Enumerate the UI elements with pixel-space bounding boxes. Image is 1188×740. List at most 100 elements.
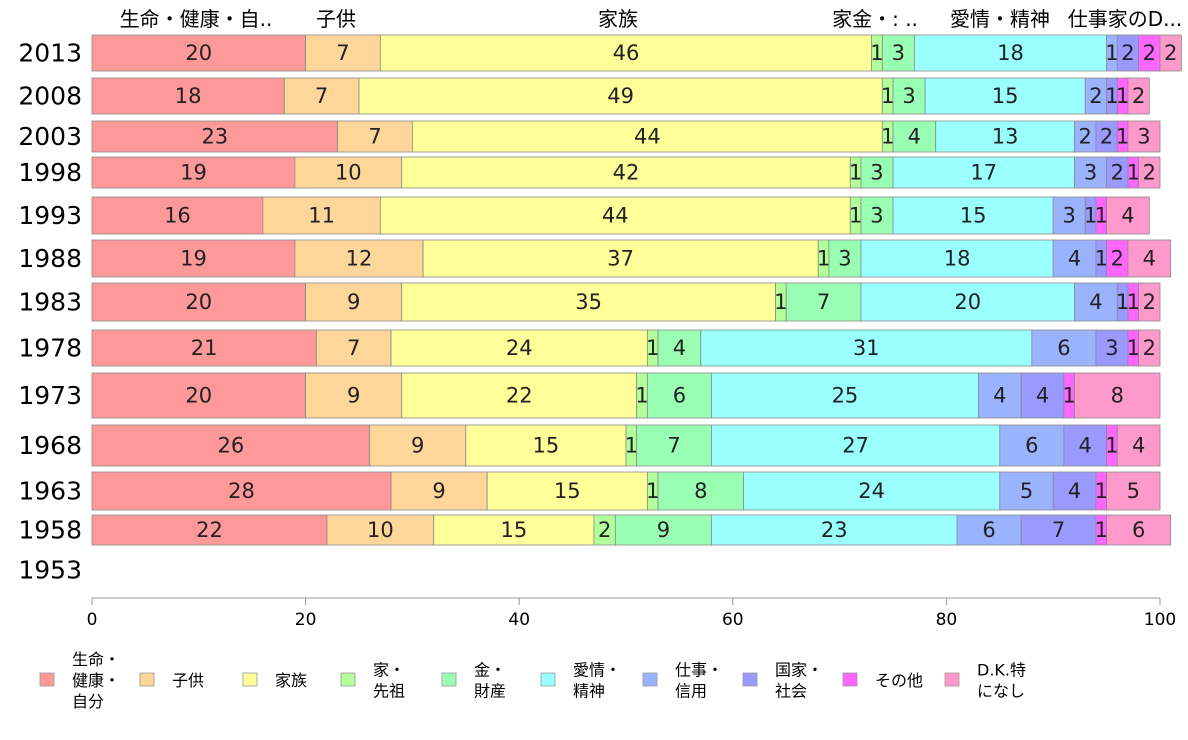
bar-segment [91,424,371,467]
bar-segment [294,239,424,278]
bar-segment [390,471,488,511]
data-label: 9 [432,479,445,503]
y-tick-label: 1978 [18,334,82,363]
legend-label-line: 愛情・ [573,660,621,679]
data-label: 15 [533,434,560,458]
data-label: 3 [1137,125,1150,149]
legend-swatch [441,672,457,687]
y-tick-label: 1998 [18,158,82,187]
data-label: 3 [902,84,915,108]
data-label: 4 [908,125,921,149]
data-label: 7 [347,336,360,360]
data-label: 31 [853,336,880,360]
legend-label-line: 家・ [373,660,405,679]
data-label: 4 [673,336,686,360]
bar-segment [860,239,1054,278]
bar-segment [262,196,381,235]
legend-label-line: 健康・ [72,671,120,690]
legend-label-line: 金・ [474,660,506,679]
bars-group: 20 7 46 1 3 18 1 2 2 218 7 49 1 3 15 2 11 223 7 44 1 4 13 2 2 1 31… [91,34,1182,546]
data-label: 8 [1111,384,1124,408]
bar-segment [711,514,958,546]
legend-swatch [742,672,758,687]
legend-swatch [242,672,258,687]
data-label: 10 [335,161,362,185]
data-label: 9 [657,518,670,542]
legend-swatch [139,672,155,687]
data-label: 1 [1084,204,1097,228]
legend-label: D.K.特になし [977,660,1026,700]
bar-segment [657,329,702,367]
data-label: 13 [992,125,1019,149]
y-tick-label: 1968 [18,431,82,460]
data-label: 1 [849,161,862,185]
bar-segment [1074,372,1161,419]
data-label: 1 [849,204,862,228]
bar-segment [614,514,712,546]
bar-segment [91,77,285,115]
data-label: 4 [993,384,1006,408]
top-category-label: 仕事家のD... [1068,7,1182,31]
data-label: 19 [180,161,207,185]
data-label: 7 [667,434,680,458]
bar-segment [1074,156,1108,189]
data-label: 2 [1111,161,1124,185]
legend-label-line: 家族 [275,671,307,690]
data-label: 4 [1121,204,1134,228]
data-label: 2 [1132,84,1145,108]
data-label: 44 [602,204,629,228]
bar-segment [1020,514,1097,546]
data-label: 2 [1121,41,1134,65]
data-label: 2 [1100,125,1113,149]
legend-swatch [540,672,556,687]
legend-label-line: になし [977,681,1025,700]
bar-segment [1116,424,1161,467]
data-label: 1 [1116,125,1129,149]
bar-segment [711,424,1001,467]
data-label: 20 [185,384,212,408]
bar-segment [283,77,360,115]
bar-segment [636,424,712,467]
y-axis-labels: 2013 2008 2003 1998 1993 1988 1983 1978 1973 1968… [18,39,82,585]
y-tick-label: 1953 [18,556,82,585]
legend-label-line: 先祖 [373,681,405,700]
data-label: 5 [1127,479,1140,503]
legend-label-line: 精神 [573,681,605,700]
bar-segment [1020,372,1065,419]
data-label: 1 [646,479,659,503]
bar-segment [1106,514,1172,546]
data-label: 18 [997,41,1024,65]
data-label: 18 [944,247,971,271]
data-label: 2 [1111,247,1124,271]
bar-segment [785,282,862,322]
data-label: 3 [870,161,883,185]
x-tick-label: 0 [87,610,98,630]
bar-segment [91,156,296,189]
data-label: 1 [1105,434,1118,458]
data-label: 3 [870,204,883,228]
data-label: 10 [367,518,394,542]
data-label: 1 [817,247,830,271]
data-label: 15 [500,518,527,542]
bar-segment [860,282,1075,322]
legend-swatch [842,672,858,687]
data-label: 3 [1063,204,1076,228]
data-label: 23 [201,125,228,149]
data-label: 1 [1127,336,1140,360]
y-tick-label: 1993 [18,201,82,230]
data-label: 1 [1095,204,1108,228]
data-label: 15 [992,84,1019,108]
data-label: 6 [673,384,686,408]
bar-segment [401,372,638,419]
x-tick-label: 100 [1144,610,1176,630]
bar-segment [657,471,744,511]
data-label: 6 [1132,518,1145,542]
bar-segment [1159,34,1182,72]
legend-label: 家族 [275,671,307,690]
data-label: 23 [821,518,848,542]
data-label: 2 [1079,125,1092,149]
legend-label-line: 子供 [172,671,204,690]
data-label: 7 [368,125,381,149]
bar-segment [369,424,467,467]
